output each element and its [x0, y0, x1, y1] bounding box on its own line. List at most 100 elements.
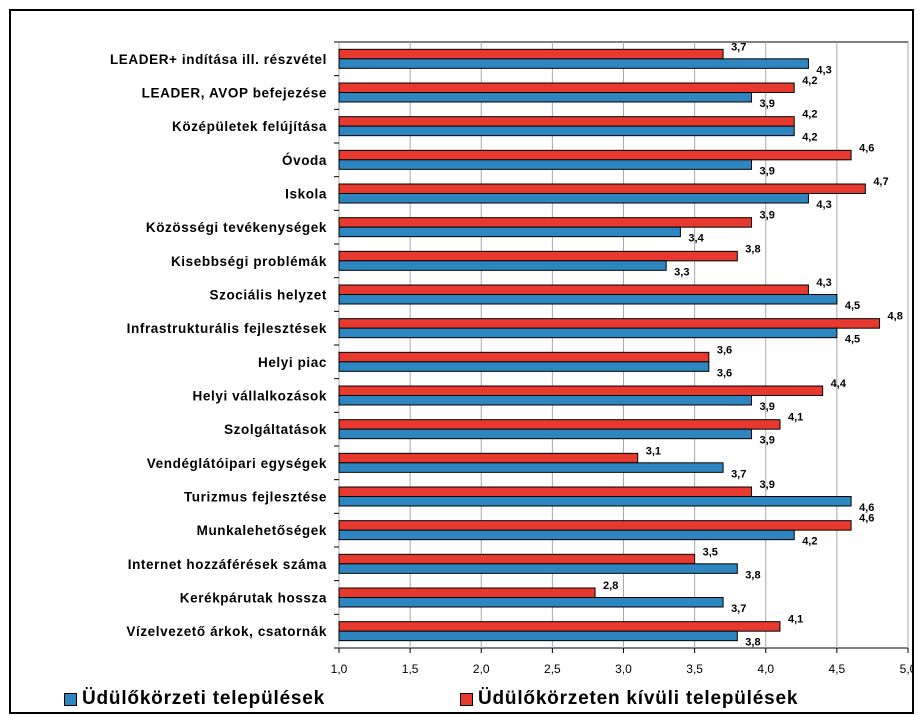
data-label-red: 4,1: [788, 614, 803, 626]
bar-red: [338, 183, 866, 194]
data-label-blue: 3,7: [731, 468, 746, 480]
data-label-red: 3,9: [760, 210, 775, 222]
bar-blue: [338, 361, 710, 372]
bar-red: [338, 217, 753, 228]
data-label-blue: 3,9: [760, 435, 775, 447]
legend-item-udulokorzeten-kivuli: Üdülőkörzeten kívüli települések: [460, 688, 798, 710]
data-label-blue: 4,2: [802, 132, 817, 144]
bar-red: [338, 284, 809, 295]
data-label-blue: 3,9: [760, 98, 775, 110]
data-label-red: 4,8: [888, 311, 903, 323]
bar-blue: [338, 226, 681, 238]
x-tick-label: 1,0: [331, 662, 348, 676]
x-tick-label: 5,0: [900, 662, 912, 676]
x-tick-label: 3,0: [615, 662, 632, 676]
data-label-blue: 4,5: [845, 334, 860, 346]
data-label-blue: 3,8: [745, 569, 760, 581]
legend: Üdülőkörzeti települések Üdülőkörzeten k…: [64, 688, 924, 716]
data-label-blue: 4,5: [845, 300, 860, 312]
bar-red: [338, 621, 781, 632]
bar-blue: [338, 193, 809, 204]
legend-item-udulokorzeti: Üdülőkörzeti települések: [64, 688, 325, 710]
category-label: Szolgáltatások: [224, 422, 327, 437]
category-label: Munkalehetőségek: [197, 523, 327, 538]
bar-red: [338, 520, 852, 531]
bar-blue: [338, 395, 753, 406]
data-label-red: 4,6: [859, 142, 874, 154]
data-label-red: 2,8: [603, 580, 618, 592]
bar-red: [338, 553, 696, 565]
legend-label: Üdülőkörzeten kívüli települések: [478, 688, 799, 709]
bar-blue: [338, 428, 753, 440]
data-label-red: 4,7: [873, 176, 888, 188]
bar-blue: [338, 125, 795, 137]
category-label: Iskola: [285, 187, 327, 202]
data-label-blue: 3,6: [717, 367, 732, 379]
category-label: Középületek felújítása: [172, 119, 327, 134]
data-label-blue: 4,3: [816, 64, 831, 76]
category-label: Kerékpárutak hossza: [180, 591, 327, 606]
data-label-red: 3,1: [646, 445, 661, 457]
bar-red: [338, 250, 738, 262]
bar-blue: [338, 58, 809, 69]
data-label-blue: 3,8: [745, 637, 760, 649]
data-label-blue: 3,9: [760, 165, 775, 177]
legend-swatch-red: [460, 692, 473, 706]
data-label-red: 3,8: [745, 243, 760, 255]
bar-blue: [338, 294, 838, 305]
bar-red: [338, 48, 724, 60]
bar-red: [338, 116, 795, 127]
bar-red: [338, 419, 781, 430]
category-label: LEADER, AVOP befejezése: [142, 86, 327, 101]
legend-label: Üdülőkörzeti települések: [82, 688, 326, 709]
x-tick-label: 2,5: [544, 662, 561, 676]
bar-red: [338, 351, 710, 363]
bar-chart: LEADER+ indítása ill. részvétel 3,7 4,3 LEA…: [110, 41, 912, 676]
category-label: Kisebbségi problémák: [171, 254, 327, 269]
category-label: Vízelvezető árkok, csatornák: [126, 624, 327, 639]
data-label-red: 3,9: [760, 479, 775, 491]
category-label: Infrastrukturális fejlesztések: [127, 321, 327, 336]
x-tick-label: 3,5: [686, 662, 703, 676]
x-tick-label: 1,5: [402, 662, 419, 676]
bars: [338, 48, 881, 642]
bar-red: [338, 587, 596, 598]
data-label-red: 3,5: [703, 546, 718, 558]
bar-red: [338, 149, 852, 161]
bar-red: [338, 385, 824, 396]
data-label-red: 4,2: [802, 109, 817, 121]
bar-blue: [338, 563, 738, 574]
data-label-red: 3,7: [731, 41, 746, 53]
category-label: Óvoda: [282, 153, 327, 168]
bar-blue: [338, 597, 724, 608]
bar-blue: [338, 462, 724, 473]
bar-red: [338, 486, 753, 497]
data-label-blue: 3,3: [674, 266, 689, 278]
data-label-blue: 3,4: [688, 233, 704, 245]
category-label: Közösségi tevékenységek: [146, 220, 327, 235]
data-label-blue: 4,6: [859, 502, 874, 514]
bar-blue: [338, 260, 667, 271]
data-label-blue: 3,9: [760, 401, 775, 413]
data-label-red: 4,1: [788, 412, 803, 424]
data-label-red: 4,6: [859, 513, 874, 525]
data-label-blue: 4,3: [816, 199, 831, 211]
data-label-red: 4,4: [831, 378, 847, 390]
category-label: Helyi vállalkozások: [193, 389, 327, 404]
data-label-red: 4,2: [802, 75, 817, 87]
category-label: LEADER+ indítása ill. részvétel: [110, 52, 327, 67]
data-label-blue: 3,7: [731, 603, 746, 615]
category-label: Vendéglátóipari egységek: [147, 456, 327, 471]
category-label: Helyi piac: [258, 355, 327, 370]
bar-blue: [338, 327, 838, 339]
legend-swatch-blue: [64, 692, 77, 706]
data-label-red: 3,6: [717, 344, 732, 356]
bar-blue: [338, 159, 753, 170]
category-labels: LEADER+ indítása ill. részvétel 3,7 4,3 LEA…: [110, 41, 903, 648]
chart-frame: LEADER+ indítása ill. részvétel 3,7 4,3 LEA…: [9, 9, 914, 714]
bar-red: [338, 318, 881, 329]
x-axis-ticks: 1,0 1,5 2,0 2,5 3,0 3,5 4,0 4,5 5,0: [331, 41, 912, 676]
bar-blue: [338, 496, 852, 507]
bar-blue: [338, 529, 795, 541]
data-label-blue: 4,2: [802, 536, 817, 548]
